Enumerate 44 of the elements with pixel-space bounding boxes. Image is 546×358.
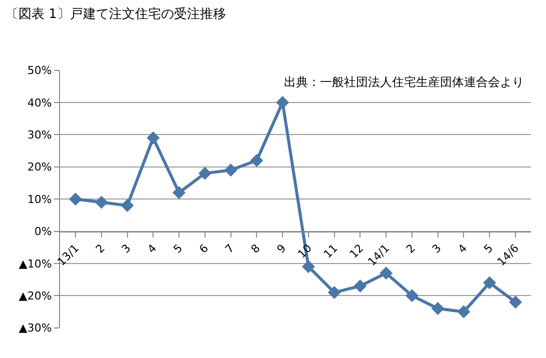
point (276, 96, 290, 109)
point (483, 276, 496, 290)
annotation: 出典：一般社団法人住宅生産団体連合会より (284, 75, 524, 89)
point (405, 289, 418, 302)
x-tick-label: 7 (222, 242, 237, 256)
y-tick-label: 50% (27, 64, 52, 78)
point (250, 154, 264, 167)
x-tick-label: 2 (93, 242, 108, 256)
x-tick-label: 11 (321, 242, 340, 261)
y-tick-label: 0% (34, 225, 52, 238)
point (508, 296, 522, 309)
point (457, 305, 470, 318)
point (198, 166, 212, 180)
y-tick-label: ▲30% (18, 322, 52, 335)
y-tick-label: ▲10% (18, 257, 52, 270)
point (146, 131, 160, 144)
x-tick-label: 4 (145, 242, 160, 256)
y-tick-label: 20% (27, 160, 52, 174)
x-tick-label: 2 (404, 242, 418, 256)
y-tick-label: 40% (27, 96, 52, 110)
point (94, 196, 108, 209)
chart-title: 〔図表 1〕戸建て注文住宅の受注推移 (5, 6, 226, 22)
y-tick-label: 10% (27, 192, 52, 206)
point (328, 286, 341, 299)
x-tick-label: 3 (430, 242, 444, 256)
x-tick-label: 8 (248, 242, 263, 256)
x-tick-label: 10 (295, 242, 314, 261)
x-tick-label: 3 (119, 242, 134, 256)
x-tick-label: 5 (481, 242, 496, 256)
point (431, 302, 444, 316)
point (69, 192, 82, 206)
x-tick-label: 4 (456, 242, 470, 256)
point (224, 164, 238, 177)
x-tick-label: 9 (274, 242, 289, 256)
y-tick-label: ▲20% (18, 290, 52, 303)
point (120, 199, 134, 212)
point (172, 186, 186, 200)
point (380, 266, 393, 280)
x-tick-label: 6 (196, 242, 211, 256)
y-tick-label: 30% (27, 128, 52, 142)
x-tick-label: 12 (347, 242, 366, 261)
point (354, 280, 367, 292)
x-tick-label: 5 (170, 242, 186, 256)
point (302, 260, 315, 274)
